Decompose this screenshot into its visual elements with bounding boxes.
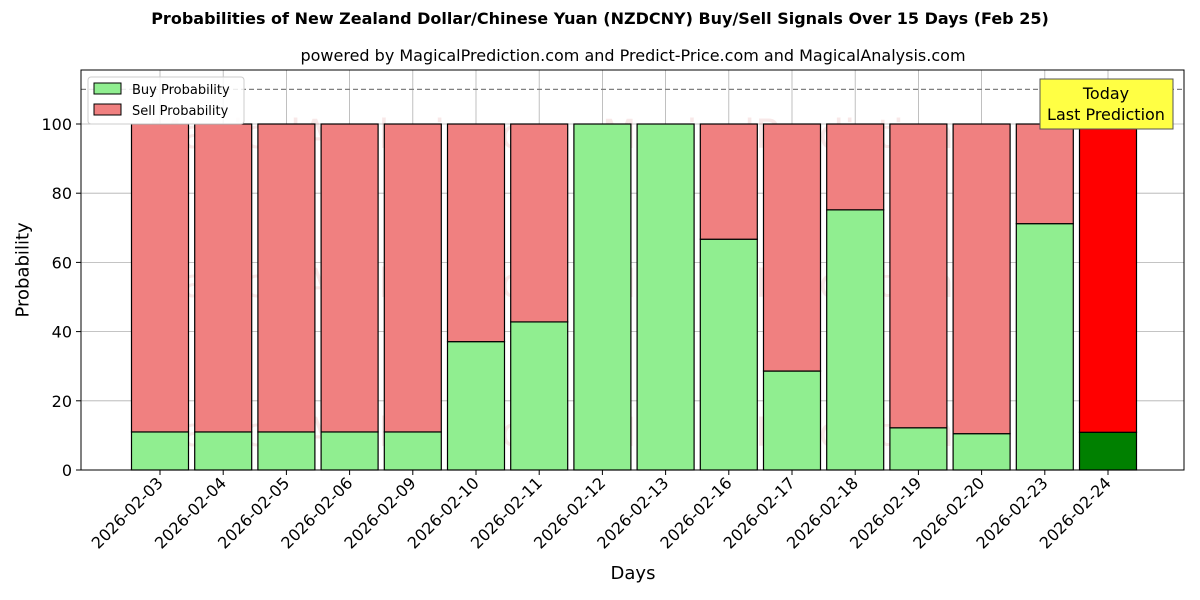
sell-bar [1078, 123, 1138, 433]
bar-group-2026-02-06 [320, 123, 379, 471]
legend-swatch [93, 103, 122, 116]
sell-bar [194, 123, 253, 433]
sell-bar [130, 123, 190, 433]
buy-bar [826, 209, 885, 471]
bar-group-2026-02-05 [257, 123, 316, 471]
buy-bar [320, 431, 379, 471]
chart-title: Probabilities of New Zealand Dollar/Chin… [151, 9, 1049, 28]
bar-group-2026-02-03 [130, 123, 190, 471]
legend: Buy Probability Sell Probability [87, 76, 245, 125]
buy-bar [257, 431, 316, 471]
legend-swatch [93, 82, 122, 95]
y-tick-label: 40 [52, 323, 72, 342]
sell-bar [889, 123, 948, 429]
bar-group-2026-02-16 [699, 123, 758, 471]
annotation-box [1039, 78, 1174, 130]
buy-bar [762, 370, 822, 471]
bar-group-2026-02-18 [826, 123, 885, 471]
annotation-line1: Today [1082, 84, 1129, 103]
buy-bar [446, 341, 506, 471]
buy-bar [194, 431, 253, 471]
sell-bar [446, 123, 506, 343]
y-tick-label: 20 [52, 392, 72, 411]
buy-bar [1015, 223, 1074, 471]
buy-bar [952, 433, 1011, 471]
annotation-line2: Last Prediction [1047, 105, 1165, 124]
sell-bar [826, 123, 885, 211]
bar-group-2026-02-19 [889, 123, 948, 471]
buy-bar [636, 123, 695, 471]
bar-group-2026-02-04 [194, 123, 253, 471]
axes-frame [80, 69, 1185, 471]
y-tick-label: 0 [62, 461, 72, 480]
bars [130, 123, 1138, 471]
y-axis-label: Probability [12, 222, 34, 318]
bar-group-2026-02-17 [762, 123, 822, 471]
x-axis-label: Days [610, 563, 656, 584]
buy-bar [699, 238, 758, 471]
buy-bar [510, 321, 569, 471]
y-tick-label: 80 [52, 184, 72, 203]
chart-subtitle: powered by MagicalPrediction.com and Pre… [300, 46, 966, 65]
sell-bar [1015, 123, 1074, 225]
buy-bar [383, 431, 442, 471]
bar-group-2026-02-24 [1078, 123, 1138, 471]
bar-group-2026-02-20 [952, 123, 1011, 471]
sell-bar [510, 123, 569, 323]
legend-box [87, 76, 245, 125]
bar-group-2026-02-09 [383, 123, 442, 471]
legend-label: Buy Probability [132, 83, 230, 98]
x-ticks: 2026-02-032026-02-042026-02-052026-02-06… [88, 470, 1115, 553]
bar-group-2026-02-12 [573, 123, 632, 471]
sell-bar [762, 123, 822, 372]
buy-bar [130, 431, 190, 471]
bar-group-2026-02-11 [510, 123, 569, 471]
y-tick-label: 100 [41, 115, 72, 134]
buy-bar [573, 123, 632, 471]
buy-bar [1078, 431, 1138, 471]
sell-bar [257, 123, 316, 433]
y-ticks: 0 20 40 60 80 100 [41, 115, 81, 480]
axes [80, 69, 1185, 471]
y-tick-label: 60 [52, 253, 72, 272]
sell-bar [699, 123, 758, 240]
bar-group-2026-02-23 [1015, 123, 1074, 471]
sell-bar [320, 123, 379, 433]
legend-label: Sell Probability [132, 104, 229, 119]
today-annotation: Today Last Prediction [1039, 78, 1174, 130]
bar-group-2026-02-13 [636, 123, 695, 471]
bar-group-2026-02-10 [446, 123, 506, 471]
buy-bar [889, 427, 948, 471]
sell-bar [383, 123, 442, 433]
sell-bar [952, 123, 1011, 435]
